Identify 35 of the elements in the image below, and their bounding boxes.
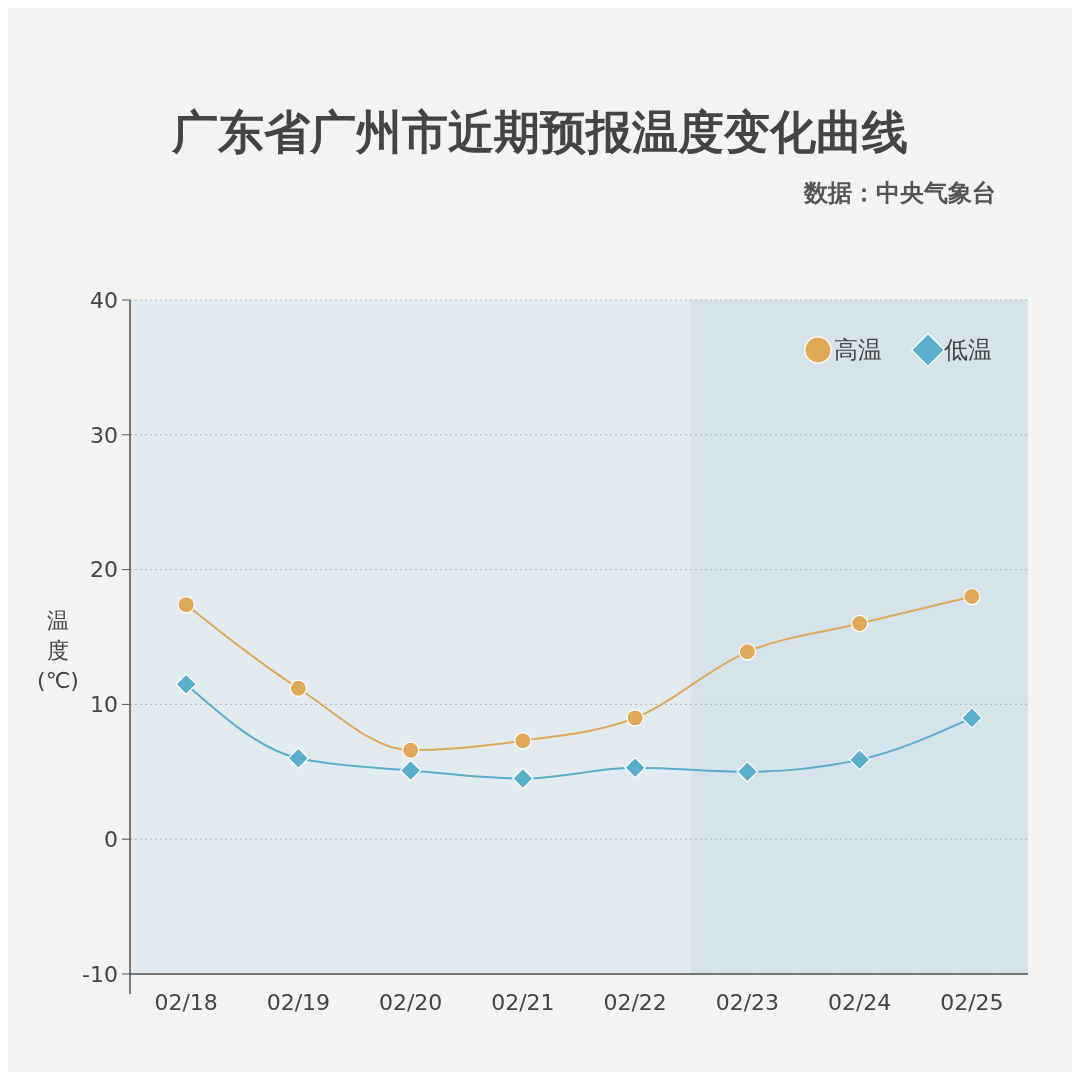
point [624,757,646,779]
point [399,759,422,782]
x-tick-label: 02/23 [715,990,780,1015]
point [850,614,869,633]
legend-label: 高温 [834,336,882,365]
x-tick-label: 02/18 [154,990,218,1015]
y-tick-label: 10 [90,692,118,718]
point [961,707,983,729]
point [177,595,195,614]
y-axis-title: 温度(℃) [37,608,79,693]
x-tick-label: 02/25 [940,990,1004,1015]
point [738,643,757,661]
point [512,767,534,790]
chart-title: 广东省广州市近期预报温度变化曲线 [171,105,908,159]
point [736,761,759,783]
point [401,741,420,759]
point [626,709,644,727]
x-tick-label: 02/20 [378,990,443,1015]
chart-subtitle: 数据：中央气象台 [803,179,996,207]
y-tick-label: -10 [82,961,118,987]
legend-label: 低温 [944,336,992,365]
point [175,673,197,695]
y-tick-label: 30 [90,422,118,448]
point [514,732,532,750]
x-tick-label: 02/22 [603,990,667,1015]
x-tick-label: 02/19 [266,990,331,1015]
point [848,748,871,771]
x-tick-label: 02/21 [491,990,555,1015]
point [289,679,308,697]
x-tick-label: 02/24 [827,990,892,1015]
point [287,747,310,770]
y-tick-label: 40 [90,287,118,313]
point [963,587,981,606]
y-tick-label: 20 [90,557,118,583]
y-tick-label: 0 [104,826,118,852]
